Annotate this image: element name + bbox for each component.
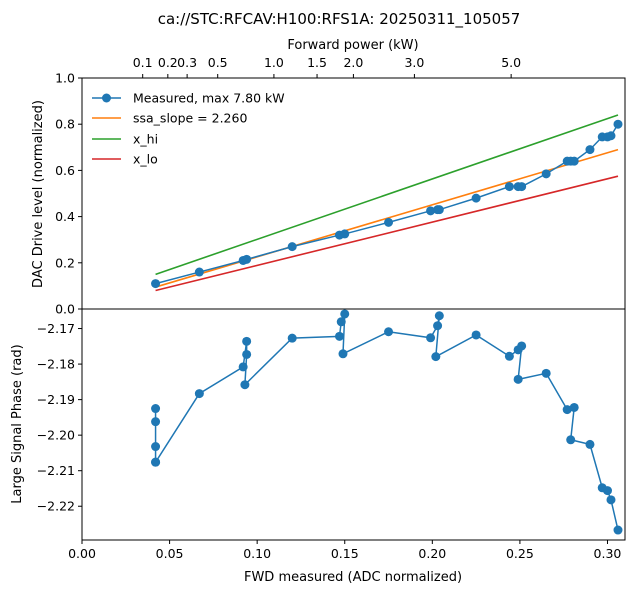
- bottom-phase-point: [613, 525, 623, 535]
- bottom-phase-point: [334, 331, 344, 341]
- top-measured-point: [606, 131, 616, 141]
- top-series: [151, 114, 623, 292]
- top-ytick-label: 0.6: [55, 163, 75, 178]
- bottom-xtick-label: 0.00: [68, 546, 96, 561]
- top-measured-point: [585, 145, 595, 155]
- top-secondary-xtick-label: 0.5: [208, 55, 228, 70]
- bottom-phase-point: [517, 341, 527, 351]
- chart-title: ca://STC:RFCAV:H100:RFS1A: 20250311_1050…: [158, 10, 521, 29]
- bottom-xtick-label: 0.30: [594, 546, 622, 561]
- top-measured-point: [242, 254, 252, 264]
- bottom-phase-point: [513, 374, 523, 384]
- bottom-panel: −2.22 −2.21 −2.20 −2.19 −2.18 −2.17: [37, 308, 626, 541]
- bottom-xtick-label: 0.05: [156, 546, 184, 561]
- bottom-phase-point: [562, 405, 572, 415]
- bottom-xtick-label: 0.20: [418, 546, 446, 561]
- top-measured-point: [541, 169, 551, 179]
- bottom-phase-point: [541, 368, 551, 378]
- bottom-xlabel: FWD measured (ADC normalized): [244, 570, 462, 585]
- bottom-phase-point: [151, 417, 161, 427]
- legend-marker-measured: [102, 93, 111, 103]
- bottom-ytick-label: −2.17: [37, 321, 75, 336]
- top-panel: 0.0 0.2 0.4 0.6 0.8 1.0: [55, 71, 626, 317]
- bottom-series: [151, 309, 623, 535]
- bottom-ytick-label: −2.20: [37, 428, 75, 443]
- bottom-phase-point: [238, 362, 248, 372]
- top-secondary-xtick-label: 1.5: [307, 55, 327, 70]
- bottom-phase-point: [240, 380, 250, 390]
- bottom-xtick-label: 0.25: [506, 546, 534, 561]
- bottom-xtick-label: 0.15: [331, 546, 359, 561]
- top-secondary-xtick-label: 5.0: [501, 55, 521, 70]
- top-ytick-label: 0.0: [55, 302, 75, 317]
- bottom-phase-point: [426, 333, 436, 343]
- bottom-phase-point: [585, 439, 595, 449]
- bottom-phase-point: [151, 442, 161, 452]
- top-measured-point: [613, 119, 623, 129]
- bottom-phase-point: [242, 336, 252, 346]
- top-measured-point: [151, 279, 161, 289]
- bottom-ytick-label: −2.21: [37, 463, 75, 478]
- top-secondary-xtick-label: 0.2: [158, 55, 178, 70]
- bottom-phase-point: [340, 309, 350, 319]
- top-measured-point: [384, 217, 394, 227]
- top-secondary-xtick-label: 0.3: [177, 55, 197, 70]
- bottom-phase-point: [287, 333, 297, 343]
- bottom-phase-point: [151, 404, 161, 414]
- top-measured-point: [471, 193, 481, 203]
- top-ytick-label: 1.0: [55, 71, 75, 86]
- bottom-ytick-label: −2.22: [37, 499, 75, 514]
- bottom-phase-point: [566, 435, 576, 445]
- top-measured-point: [287, 242, 297, 252]
- bottom-xtick-label: 0.10: [243, 546, 271, 561]
- bottom-y-ticks: −2.22 −2.21 −2.20 −2.19 −2.18 −2.17: [37, 321, 82, 514]
- top-secondary-xlabel: Forward power (kW): [287, 38, 418, 53]
- bottom-phase-point: [471, 330, 481, 340]
- legend-label-measured: Measured, max 7.80 kW: [133, 91, 285, 106]
- bottom-phase-point: [336, 317, 346, 327]
- bottom-phase-point: [504, 351, 514, 361]
- bottom-ytick-label: −2.19: [37, 392, 75, 407]
- top-secondary-xtick-label: 3.0: [404, 55, 424, 70]
- top-measured-point: [194, 267, 204, 277]
- bottom-ylabel: Large Signal Phase (rad): [10, 344, 25, 503]
- bottom-phase-point: [242, 349, 252, 359]
- top-line-x_hi: [155, 114, 619, 276]
- top-ytick-label: 0.2: [55, 255, 75, 270]
- top-ytick-label: 0.8: [55, 117, 75, 132]
- top-y-ticks: 0.0 0.2 0.4 0.6 0.8 1.0: [55, 71, 82, 317]
- bottom-x-ticks: 0.00 0.05 0.10 0.15 0.20 0.25 0.30: [68, 540, 621, 561]
- top-secondary-xtick-label: 1.0: [264, 55, 284, 70]
- top-measured-point: [517, 182, 527, 192]
- top-ylabel: DAC Drive level (normalized): [31, 100, 46, 288]
- bottom-phase-point: [569, 402, 579, 412]
- bottom-axes-frame: [81, 308, 626, 541]
- top-line-x_lo: [155, 175, 619, 292]
- top-measured-point: [569, 156, 579, 166]
- bottom-phase-point: [194, 389, 204, 399]
- bottom-phase-point: [338, 349, 348, 359]
- legend-label-x-lo: x_lo: [133, 152, 158, 167]
- bottom-phase-point: [434, 311, 444, 321]
- top-measured-point: [504, 182, 514, 192]
- bottom-phase-point: [384, 327, 394, 337]
- bottom-ytick-label: −2.18: [37, 357, 75, 372]
- bottom-phase-point: [151, 457, 161, 467]
- top-legend: Measured, max 7.80 kW ssa_slope = 2.260 …: [92, 91, 285, 167]
- bottom-phase-point: [431, 352, 441, 362]
- top-secondary-xtick-label: 2.0: [343, 55, 363, 70]
- bottom-phase-point: [606, 495, 616, 505]
- legend-label-x-hi: x_hi: [133, 132, 158, 147]
- top-measured-point: [434, 205, 444, 215]
- bottom-phase-point: [602, 486, 612, 496]
- top-ytick-label: 0.4: [55, 209, 75, 224]
- top-secondary-xtick-label: 0.1: [133, 55, 153, 70]
- bottom-phase-point: [433, 321, 443, 331]
- legend-label-ssa-slope: ssa_slope = 2.260: [133, 111, 247, 126]
- top-measured-point: [426, 206, 436, 216]
- top-measured-point: [340, 229, 350, 239]
- top-secondary-x-ticks: 0.1 0.2 0.3 0.5 1.0 1.5 2.0 3.0 5.0: [133, 55, 521, 78]
